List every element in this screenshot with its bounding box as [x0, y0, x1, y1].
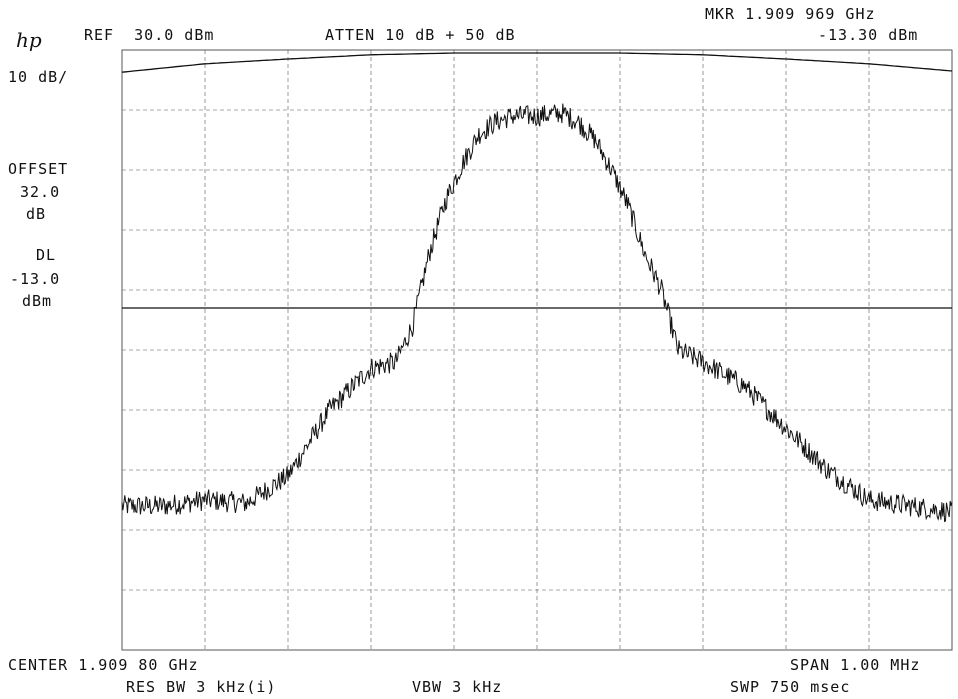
measured-trace — [121, 103, 953, 523]
marker-level: -13.30 dBm — [818, 26, 919, 44]
grid — [121, 49, 953, 651]
video-bandwidth: VBW 3 kHz — [412, 678, 503, 696]
resolution-bandwidth: RES BW 3 kHz(i) — [126, 678, 277, 696]
reference-trace — [121, 52, 953, 73]
frequency-span: SPAN 1.00 MHz — [790, 656, 921, 674]
scale-per-division: 10 dB/ — [8, 68, 69, 86]
offset-label: OFFSET — [8, 160, 69, 178]
center-frequency: CENTER 1.909 80 GHz — [8, 656, 199, 674]
traces — [121, 52, 953, 523]
offset-unit: dB — [26, 205, 47, 223]
reference-level: REF 30.0 dBm — [84, 26, 215, 44]
display-line-label: DL — [36, 246, 57, 264]
display-line-value: -13.0 — [10, 270, 61, 288]
marker-frequency: MKR 1.909 969 GHz — [705, 5, 876, 23]
display-line-unit: dBm — [22, 292, 53, 310]
sweep-time: SWP 750 msec — [730, 678, 851, 696]
attenuation: ATTEN 10 dB + 50 dB — [325, 26, 516, 44]
offset-value: 32.0 — [20, 183, 61, 201]
hp-logo: hp — [16, 28, 42, 52]
